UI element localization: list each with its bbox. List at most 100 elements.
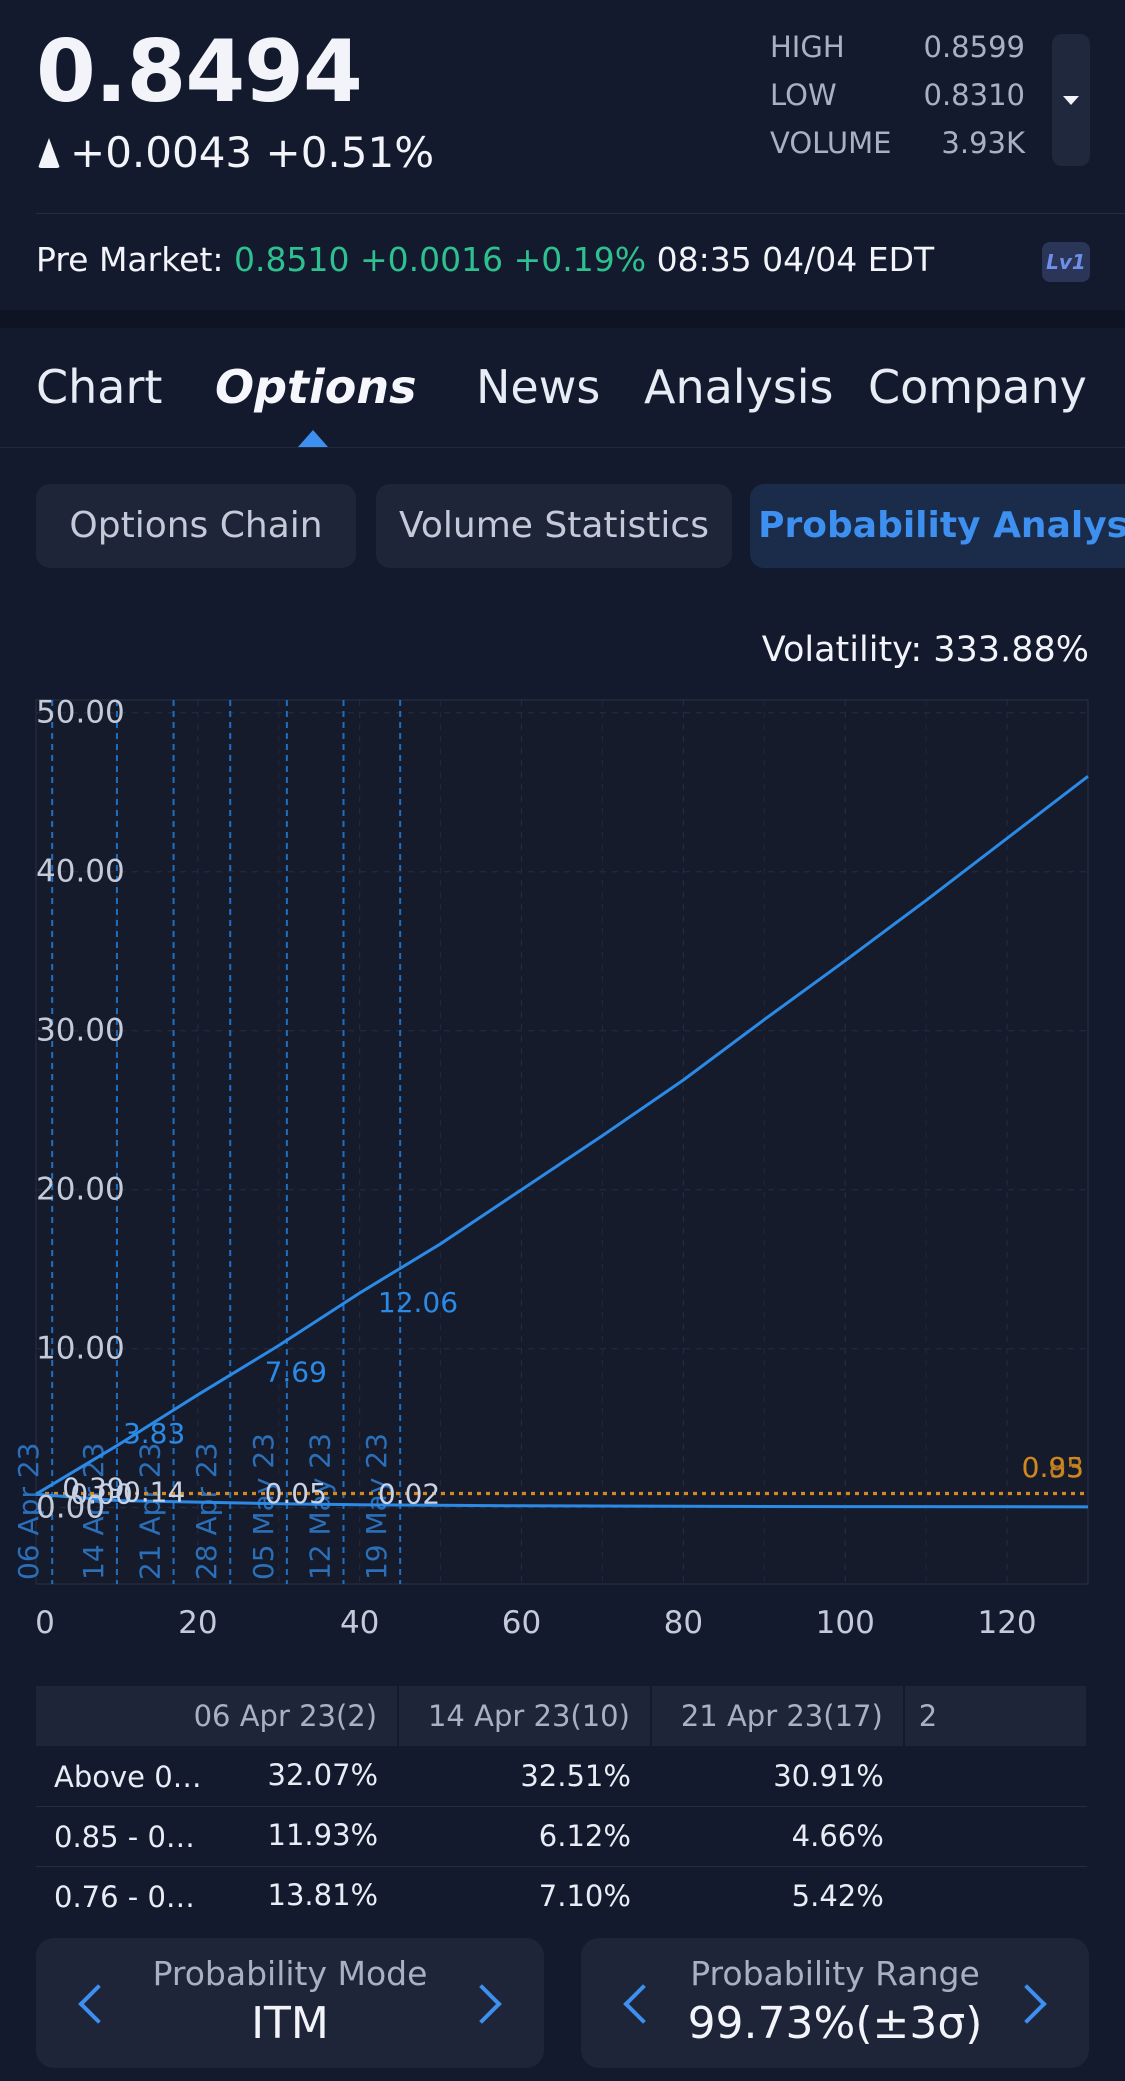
last-price: 0.8494	[36, 22, 363, 122]
chevron-down-icon	[1063, 96, 1079, 105]
cell-value: 32.07%	[267, 1757, 379, 1792]
main-tabs: Chart Options News Analysis Company	[0, 328, 1125, 448]
price-change-text: +0.0043 +0.51%	[70, 128, 435, 177]
expiry-label: 21 Apr 23	[134, 1443, 167, 1581]
y-tick-label: 20.00	[36, 1172, 125, 1208]
row-label: Above 0.…	[54, 1759, 204, 1794]
reference-label: 0.85	[1022, 1451, 1084, 1484]
up-arrow-icon	[38, 137, 60, 168]
probability-table: 06 Apr 23(2) 14 Apr 23(10) 21 Apr 23(17)…	[36, 1686, 1088, 1908]
series-line	[35, 1492, 1089, 1509]
tab-options[interactable]: Options	[215, 360, 417, 414]
data-label: 0.14	[123, 1475, 185, 1508]
x-tick-label: 80	[664, 1605, 703, 1641]
table-header-cell: 14 Apr 23(10)	[398, 1686, 652, 1746]
tab-analysis[interactable]: Analysis	[644, 360, 834, 414]
pre-market-time: 08:35 04/04 EDT	[656, 240, 935, 279]
stat-value: 0.8310	[923, 78, 1025, 112]
plot-area	[35, 699, 1089, 1585]
data-label: 3.83	[123, 1417, 185, 1450]
y-tick-label: 50.00	[36, 695, 125, 731]
series-line	[35, 775, 1089, 1496]
pre-market-row: Pre Market: 0.8510 +0.0016 +0.19% 08:35 …	[36, 240, 934, 279]
stat-value: 0.8599	[923, 30, 1025, 64]
tab-company[interactable]: Company	[868, 360, 1087, 414]
y-tick-label: 10.00	[36, 1331, 125, 1367]
stat-volume: VOLUME 3.93K	[770, 126, 1025, 174]
cell-value: 11.93%	[267, 1818, 379, 1852]
quote-stats: HIGH 0.8599 LOW 0.8310 VOLUME 3.93K	[770, 30, 1025, 174]
table-row: 0.85 - 0.93 11.93% 6.12% 4.66%	[36, 1806, 1087, 1867]
table-cell: 0.85 - 0.93 11.93%	[36, 1806, 399, 1867]
stat-value: 3.93K	[941, 126, 1025, 160]
table-row: 0.76 - 0.85 13.81% 7.10% 5.42%	[36, 1866, 1087, 1908]
stat-label: HIGH	[770, 30, 845, 64]
table-cell	[903, 1866, 1087, 1908]
section-gap	[0, 310, 1125, 328]
x-tick-label: 40	[340, 1605, 379, 1641]
cell-value: 13.81%	[267, 1878, 379, 1908]
expiry-label: 12 May 23	[304, 1433, 337, 1580]
probability-chart[interactable]: 06 Apr 23 14 Apr 23 21 Apr 23 28 Apr 23 05 M…	[0, 690, 1125, 1650]
reference-label: 0.93	[1022, 1451, 1084, 1484]
volatility-label: Volatility: 333.88%	[761, 630, 1089, 670]
table-header-cell: 2	[903, 1686, 1088, 1746]
y-tick-label: 40.00	[36, 854, 125, 890]
row-label: 0.85 - 0.93	[54, 1820, 204, 1854]
data-label: 12.06	[378, 1286, 458, 1319]
data-label: 0.05	[265, 1477, 327, 1510]
table-header-cell: 21 Apr 23(17)	[650, 1686, 905, 1746]
expiry-label: 19 May 23	[360, 1433, 393, 1580]
probability-range-value: 99.73%(±3σ)	[687, 1998, 983, 2049]
table-cell	[903, 1746, 1087, 1807]
probability-range-selector: Probability Range 99.73%(±3σ)	[581, 1938, 1089, 2068]
tab-news[interactable]: News	[476, 360, 601, 414]
price-change: +0.0043 +0.51%	[38, 128, 434, 177]
divider	[36, 213, 1125, 214]
x-tick-label: 120	[977, 1605, 1036, 1641]
active-tab-indicator	[298, 430, 328, 447]
table-header-cell: 06 Apr 23(2)	[36, 1686, 400, 1746]
stat-high: HIGH 0.8599	[770, 30, 1025, 78]
table-cell: 30.91%	[650, 1746, 904, 1807]
table-cell: 0.76 - 0.85 13.81%	[36, 1866, 399, 1908]
data-label: 0.00	[70, 1478, 132, 1511]
sub-tabs: Options Chain Volume Statistics Probabil…	[0, 448, 1125, 598]
pre-market-label: Pre Market:	[36, 240, 224, 279]
pre-market-price: 0.8510	[234, 240, 350, 279]
y-tick-label: 0.00	[36, 1490, 105, 1526]
table-cell	[903, 1806, 1087, 1867]
quote-header: 0.8494 +0.0043 +0.51% HIGH 0.8599 LOW 0.…	[0, 0, 1125, 310]
table-row: Above 0.… 32.07% 32.51% 30.91%	[36, 1746, 1087, 1807]
stat-low: LOW 0.8310	[770, 78, 1025, 126]
level1-badge[interactable]: Lv1	[1042, 242, 1090, 282]
subtab-options-chain[interactable]: Options Chain	[36, 484, 356, 568]
x-tick-label: 60	[502, 1605, 541, 1641]
table-header-row: 06 Apr 23(2) 14 Apr 23(10) 21 Apr 23(17)…	[36, 1686, 1088, 1746]
probability-mode-value: ITM	[251, 1998, 329, 2049]
probability-mode-selector: Probability Mode ITM	[36, 1938, 544, 2068]
row-label: 0.76 - 0.85	[54, 1880, 204, 1908]
expiry-label: 06 Apr 23	[12, 1443, 45, 1581]
pre-market-change: +0.0016 +0.19%	[359, 240, 647, 279]
probability-range-title: Probability Range	[690, 1954, 980, 1993]
x-tick-label: 0	[35, 1605, 55, 1641]
x-tick-label: 100	[816, 1605, 875, 1641]
subtab-volume-statistics[interactable]: Volume Statistics	[376, 484, 732, 568]
table-cell: Above 0.… 32.07%	[36, 1746, 399, 1807]
probability-mode-title: Probability Mode	[152, 1954, 428, 1993]
stat-label: LOW	[770, 78, 837, 112]
subtab-probability-analysis[interactable]: Probability Analysis	[750, 484, 1125, 568]
y-tick-label: 30.00	[36, 1013, 125, 1049]
data-label: 0.02	[378, 1477, 440, 1510]
table-cell: 7.10%	[398, 1866, 651, 1908]
table-cell: 4.66%	[650, 1806, 904, 1867]
table-cell: 6.12%	[398, 1806, 651, 1867]
expiry-label: 28 Apr 23	[190, 1443, 223, 1581]
table-cell: 32.51%	[398, 1746, 651, 1807]
bottom-controls: Probability Mode ITM Probability Range 9…	[0, 1908, 1125, 2081]
tab-chart[interactable]: Chart	[36, 360, 163, 414]
expand-stats-button[interactable]	[1052, 34, 1090, 166]
x-tick-label: 20	[178, 1605, 217, 1641]
stat-label: VOLUME	[770, 126, 892, 160]
